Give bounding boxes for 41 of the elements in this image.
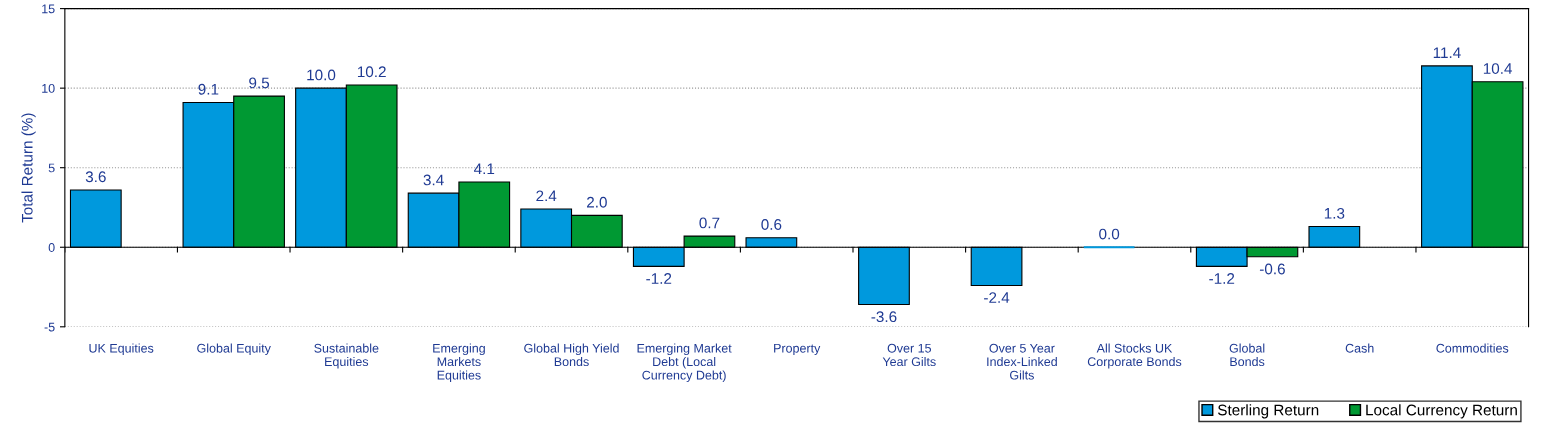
data-label: -1.2 xyxy=(1209,273,1235,284)
x-tick-label: Over 5 Year Index-Linked Gilts xyxy=(987,343,1057,380)
data-label: 0.6 xyxy=(761,219,782,230)
data-label: 0.7 xyxy=(699,217,720,229)
y-tick-label: 10 xyxy=(42,83,55,93)
data-label: 0.0 xyxy=(1099,228,1120,240)
y-tick-label: 0 xyxy=(48,243,55,252)
data-label: -1.2 xyxy=(646,273,672,284)
data-label: 4.1 xyxy=(473,163,495,175)
x-tick-label: Emerging Markets Equities xyxy=(433,343,485,383)
data-label: 9.1 xyxy=(198,83,219,95)
x-tick-label: Cash xyxy=(1345,343,1374,353)
x-tick-label: UK Equities xyxy=(89,343,154,356)
x-tick-label: Over 15 Year Gilts xyxy=(882,343,936,367)
x-tick-label: Sustainable Equities xyxy=(314,343,379,369)
data-label: 3.6 xyxy=(85,171,106,183)
data-label: 2.4 xyxy=(536,190,557,202)
data-label: 10.2 xyxy=(357,66,386,78)
y-tick-label: -5 xyxy=(44,322,55,332)
legend-label: Sterling Return xyxy=(1218,404,1319,419)
x-tick-label: Property xyxy=(774,343,821,356)
data-label: 11.4 xyxy=(1433,47,1461,58)
x-tick-label: Global Bonds xyxy=(1229,343,1265,367)
x-tick-label: Global High Yield Bonds xyxy=(524,343,619,367)
legend-label: Local Currency Return xyxy=(1366,404,1517,419)
data-label: 9.5 xyxy=(249,77,270,89)
y-tick-label: 5 xyxy=(48,163,55,173)
data-label: 10.0 xyxy=(307,69,336,81)
x-tick-label: Global Equity xyxy=(197,343,271,356)
y-tick-label: 15 xyxy=(42,4,55,14)
x-tick-label: All Stocks UK Corporate Bonds xyxy=(1087,343,1182,369)
data-label: 10.4 xyxy=(1483,63,1513,74)
data-label: 3.4 xyxy=(423,174,444,186)
data-label: 1.3 xyxy=(1324,207,1345,219)
data-label: -0.6 xyxy=(1259,263,1285,275)
x-tick-label: Commodities xyxy=(1436,343,1509,353)
data-label: 2.0 xyxy=(587,196,607,208)
data-label: -3.6 xyxy=(871,311,897,323)
y-axis-title: Total Return (%) xyxy=(21,113,36,223)
x-tick-label: Emerging Market Debt (Local Currency Debt) xyxy=(637,343,732,383)
data-label: -2.4 xyxy=(984,292,1010,303)
